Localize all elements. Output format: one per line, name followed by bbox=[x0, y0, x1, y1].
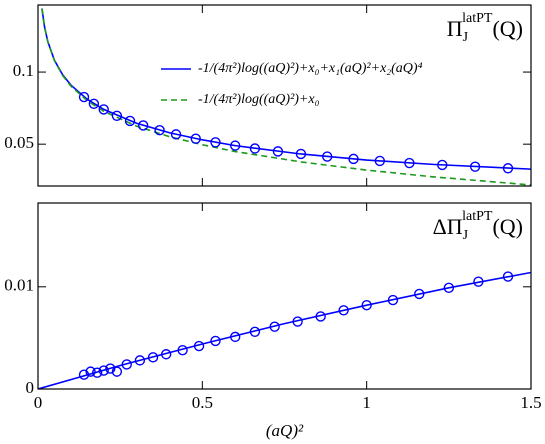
data-point bbox=[229, 140, 241, 151]
data-point bbox=[374, 155, 386, 167]
data-point bbox=[338, 305, 349, 316]
data-point bbox=[348, 153, 359, 165]
data-point bbox=[404, 157, 415, 169]
data-point bbox=[121, 359, 132, 370]
data-point bbox=[295, 148, 307, 160]
data-point bbox=[147, 352, 159, 363]
plot-area bbox=[41, 8, 531, 186]
plot-area bbox=[38, 271, 531, 389]
data-point bbox=[134, 355, 146, 366]
data-point bbox=[249, 326, 261, 337]
label-base: Π bbox=[447, 16, 463, 41]
data-point bbox=[124, 115, 136, 127]
data-point bbox=[473, 276, 484, 287]
axes-frame bbox=[37, 4, 532, 187]
x-tick-label: 1.5 bbox=[520, 393, 541, 412]
panel: 0.05 0.1 ΠJlatPT(Q) -1/(4π²)log((aQ)²)+x₀+x… bbox=[4, 4, 532, 187]
data-point bbox=[85, 366, 96, 377]
data-point bbox=[210, 137, 221, 148]
panel-label: ΠJlatPT(Q) bbox=[447, 11, 523, 45]
data-point bbox=[98, 104, 109, 115]
label-base: ΔΠ bbox=[433, 214, 463, 239]
label-tail: (Q) bbox=[492, 214, 523, 239]
data-point bbox=[190, 133, 201, 144]
x-tick-label: 0 bbox=[34, 393, 43, 412]
label-sup: latPT bbox=[462, 11, 493, 26]
panel-label: ΔΠJlatPT(Q) bbox=[433, 209, 523, 243]
data-point bbox=[437, 159, 448, 171]
data-point bbox=[193, 340, 205, 352]
label-sub: J bbox=[463, 228, 469, 243]
data-point bbox=[443, 282, 455, 294]
legend-label: -1/(4π²)log((aQ)²)+x₀ bbox=[198, 92, 320, 107]
data-point bbox=[160, 349, 172, 360]
label-sup: latPT bbox=[462, 209, 493, 224]
data-point bbox=[361, 299, 372, 311]
data-point bbox=[272, 146, 284, 157]
data-point bbox=[78, 91, 90, 103]
data-point bbox=[502, 163, 514, 174]
data-point bbox=[210, 335, 221, 347]
data-point bbox=[387, 294, 399, 306]
data-point bbox=[469, 161, 481, 172]
panel: 0 0.01 0 0.5 1 1.5 (aQ)² ΔΠJlatPT(Q) bbox=[4, 202, 542, 440]
x-tick-label: 1 bbox=[362, 393, 371, 412]
data-point bbox=[502, 271, 514, 282]
data-point bbox=[78, 369, 90, 380]
data-point bbox=[98, 365, 109, 376]
data-point bbox=[315, 311, 326, 322]
x-axis-label: (aQ)² bbox=[266, 421, 304, 440]
y-tick-label: 0.01 bbox=[4, 276, 34, 295]
data-point bbox=[91, 367, 103, 378]
data-point bbox=[249, 143, 261, 154]
data-point bbox=[414, 288, 425, 300]
y-tick-label: 0.05 bbox=[4, 133, 34, 152]
x-tick-label: 0.5 bbox=[192, 393, 213, 412]
data-point bbox=[177, 344, 188, 356]
data-point bbox=[229, 331, 241, 343]
data-point bbox=[170, 129, 182, 140]
data-point bbox=[88, 98, 100, 109]
data-point bbox=[322, 151, 333, 162]
data-point bbox=[111, 366, 123, 377]
label-tail: (Q) bbox=[492, 16, 523, 41]
data-point bbox=[154, 124, 165, 136]
data-point bbox=[292, 316, 303, 327]
data-point bbox=[269, 321, 280, 332]
legend-label: -1/(4π²)log((aQ)²)+x₀+x₁(aQ)²+x₂(aQ)⁴ bbox=[198, 61, 423, 76]
axes-frame bbox=[37, 202, 532, 390]
y-tick-label: 0 bbox=[26, 378, 35, 397]
y-tick-label: 0.1 bbox=[13, 61, 34, 80]
data-point bbox=[111, 110, 123, 121]
data-point bbox=[137, 120, 149, 131]
curve bbox=[38, 271, 531, 389]
label-sub: J bbox=[463, 30, 469, 45]
data-point bbox=[105, 363, 116, 374]
